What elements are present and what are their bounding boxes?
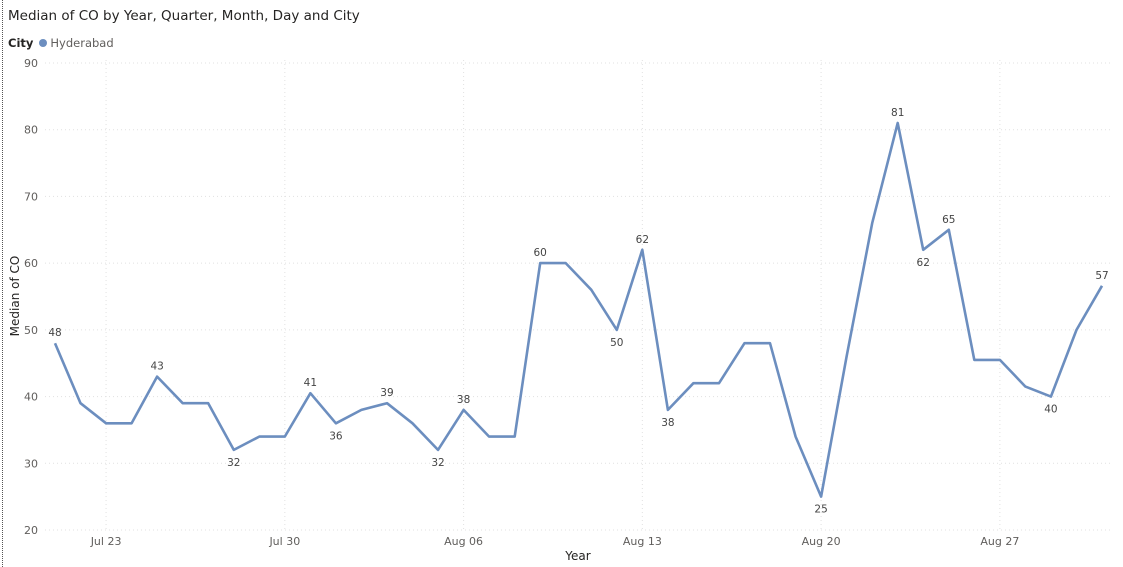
data-point[interactable] xyxy=(612,325,622,335)
data-point[interactable] xyxy=(152,372,162,382)
y-tick-label: 70 xyxy=(24,190,38,203)
data-label: 38 xyxy=(661,417,674,429)
y-tick-label: 30 xyxy=(24,457,38,470)
y-tick-label: 60 xyxy=(24,257,38,270)
data-point[interactable] xyxy=(586,285,596,295)
data-point[interactable] xyxy=(459,405,469,415)
y-tick-label: 40 xyxy=(24,391,38,404)
data-point[interactable] xyxy=(765,338,775,348)
data-point[interactable] xyxy=(561,258,571,268)
data-label: 41 xyxy=(304,377,317,389)
data-point[interactable] xyxy=(408,418,418,428)
data-point[interactable] xyxy=(433,445,443,455)
y-tick-label: 50 xyxy=(24,324,38,337)
data-label: 39 xyxy=(380,387,393,399)
data-label: 48 xyxy=(48,327,61,339)
data-point[interactable] xyxy=(535,258,545,268)
x-tick-label: Aug 13 xyxy=(623,535,662,548)
data-point[interactable] xyxy=(663,405,673,415)
data-point[interactable] xyxy=(1020,382,1030,392)
data-label: 81 xyxy=(891,107,904,119)
data-point[interactable] xyxy=(331,418,341,428)
data-point[interactable] xyxy=(382,398,392,408)
data-point[interactable] xyxy=(1097,281,1107,291)
data-label: 32 xyxy=(431,457,444,469)
data-point[interactable] xyxy=(816,492,826,502)
data-point[interactable] xyxy=(791,432,801,442)
x-tick-label: Jul 23 xyxy=(90,535,122,548)
data-point[interactable] xyxy=(1046,392,1056,402)
y-tick-label: 90 xyxy=(24,57,38,70)
data-point[interactable] xyxy=(50,338,60,348)
data-point[interactable] xyxy=(254,432,264,442)
x-tick-label: Aug 06 xyxy=(444,535,483,548)
data-point[interactable] xyxy=(739,338,749,348)
data-label: 25 xyxy=(814,504,827,516)
x-tick-label: Aug 20 xyxy=(802,535,841,548)
data-label: 43 xyxy=(150,361,163,373)
chart-title: Median of CO by Year, Quarter, Month, Da… xyxy=(8,8,360,24)
data-label: 36 xyxy=(329,430,343,442)
data-point[interactable] xyxy=(178,398,188,408)
data-point[interactable] xyxy=(101,418,111,428)
x-tick-label: Jul 30 xyxy=(268,535,300,548)
x-tick-label: Aug 27 xyxy=(980,535,1019,548)
y-tick-label: 20 xyxy=(24,524,38,537)
legend-marker-icon xyxy=(39,39,48,47)
data-label: 40 xyxy=(1044,404,1057,416)
series-line-hyderabad[interactable] xyxy=(53,121,1104,498)
data-point[interactable] xyxy=(842,352,852,362)
x-axis-label: Year xyxy=(564,549,590,563)
data-label: 62 xyxy=(917,257,930,269)
gridlines xyxy=(45,60,1110,531)
data-label: 65 xyxy=(942,214,955,226)
data-point[interactable] xyxy=(1071,325,1081,335)
data-point[interactable] xyxy=(484,432,494,442)
data-point[interactable] xyxy=(714,378,724,388)
data-label: 32 xyxy=(227,457,240,469)
data-point[interactable] xyxy=(305,388,315,398)
data-point[interactable] xyxy=(637,245,647,255)
data-labels: 48 43 32 41 36 39 32 38 60 50 62 38 25 81 62 65 40 57 xyxy=(48,107,1108,516)
data-points xyxy=(50,118,1107,502)
data-point[interactable] xyxy=(969,355,979,365)
data-point[interactable] xyxy=(995,355,1005,365)
data-label: 38 xyxy=(457,394,470,406)
data-point[interactable] xyxy=(510,432,520,442)
data-point[interactable] xyxy=(229,445,239,455)
y-axis-label: Median of CO xyxy=(8,256,22,337)
data-point[interactable] xyxy=(893,118,903,128)
data-point[interactable] xyxy=(76,398,86,408)
data-point[interactable] xyxy=(944,225,954,235)
x-axis-ticks: Jul 23 Jul 30 Aug 06 Aug 13 Aug 20 Aug 27 xyxy=(90,535,1020,548)
legend-item-hyderabad[interactable]: Hyderabad xyxy=(50,36,114,50)
data-label: 57 xyxy=(1095,270,1108,282)
legend: City Hyderabad xyxy=(8,36,114,50)
data-label: 50 xyxy=(610,337,623,349)
data-point[interactable] xyxy=(918,245,928,255)
visual-border xyxy=(2,0,3,567)
data-point[interactable] xyxy=(356,405,366,415)
data-label: 62 xyxy=(636,234,649,246)
data-point[interactable] xyxy=(203,398,213,408)
data-point[interactable] xyxy=(688,378,698,388)
y-tick-label: 80 xyxy=(24,124,38,137)
data-point[interactable] xyxy=(280,432,290,442)
data-point[interactable] xyxy=(867,218,877,228)
y-axis-ticks: 20 30 40 50 60 70 80 90 xyxy=(24,57,38,537)
data-point[interactable] xyxy=(127,418,137,428)
data-label: 60 xyxy=(534,247,547,259)
legend-title: City xyxy=(8,36,34,50)
